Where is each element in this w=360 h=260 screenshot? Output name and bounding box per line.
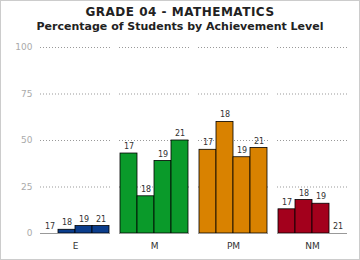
svg-text:17: 17	[282, 198, 292, 207]
html-text:Percentage of Students by Achi: Percentage of Students by Achievement Le…	[36, 20, 324, 33]
svg-text:75: 75	[21, 89, 32, 99]
svg-text:21: 21	[333, 222, 343, 231]
svg-text:18: 18	[62, 218, 72, 227]
svg-text:25: 25	[21, 182, 32, 192]
svg-text:17: 17	[203, 138, 213, 147]
svg-text:50: 50	[21, 135, 33, 145]
svg-text:19: 19	[158, 150, 168, 159]
svg-text:19: 19	[316, 192, 326, 201]
svg-text:19: 19	[237, 146, 247, 155]
svg-text:M: M	[151, 241, 159, 251]
svg-text:18: 18	[141, 185, 151, 194]
svg-text:E: E	[73, 241, 79, 251]
svg-text:17: 17	[124, 142, 134, 151]
svg-text:21: 21	[254, 137, 264, 146]
svg-text:NM: NM	[305, 241, 320, 251]
svg-text:PM: PM	[227, 241, 240, 251]
svg-text:19: 19	[79, 215, 89, 224]
svg-text:18: 18	[220, 110, 230, 119]
svg-text:21: 21	[175, 129, 185, 138]
svg-text:0: 0	[27, 228, 33, 238]
svg-text:21: 21	[96, 215, 106, 224]
svg-text:18: 18	[299, 189, 309, 198]
svg-text:100: 100	[15, 42, 32, 52]
html-text:GRADE 04 - MATHEMATICS: GRADE 04 - MATHEMATICS	[85, 5, 275, 19]
svg-text:17: 17	[45, 222, 55, 231]
